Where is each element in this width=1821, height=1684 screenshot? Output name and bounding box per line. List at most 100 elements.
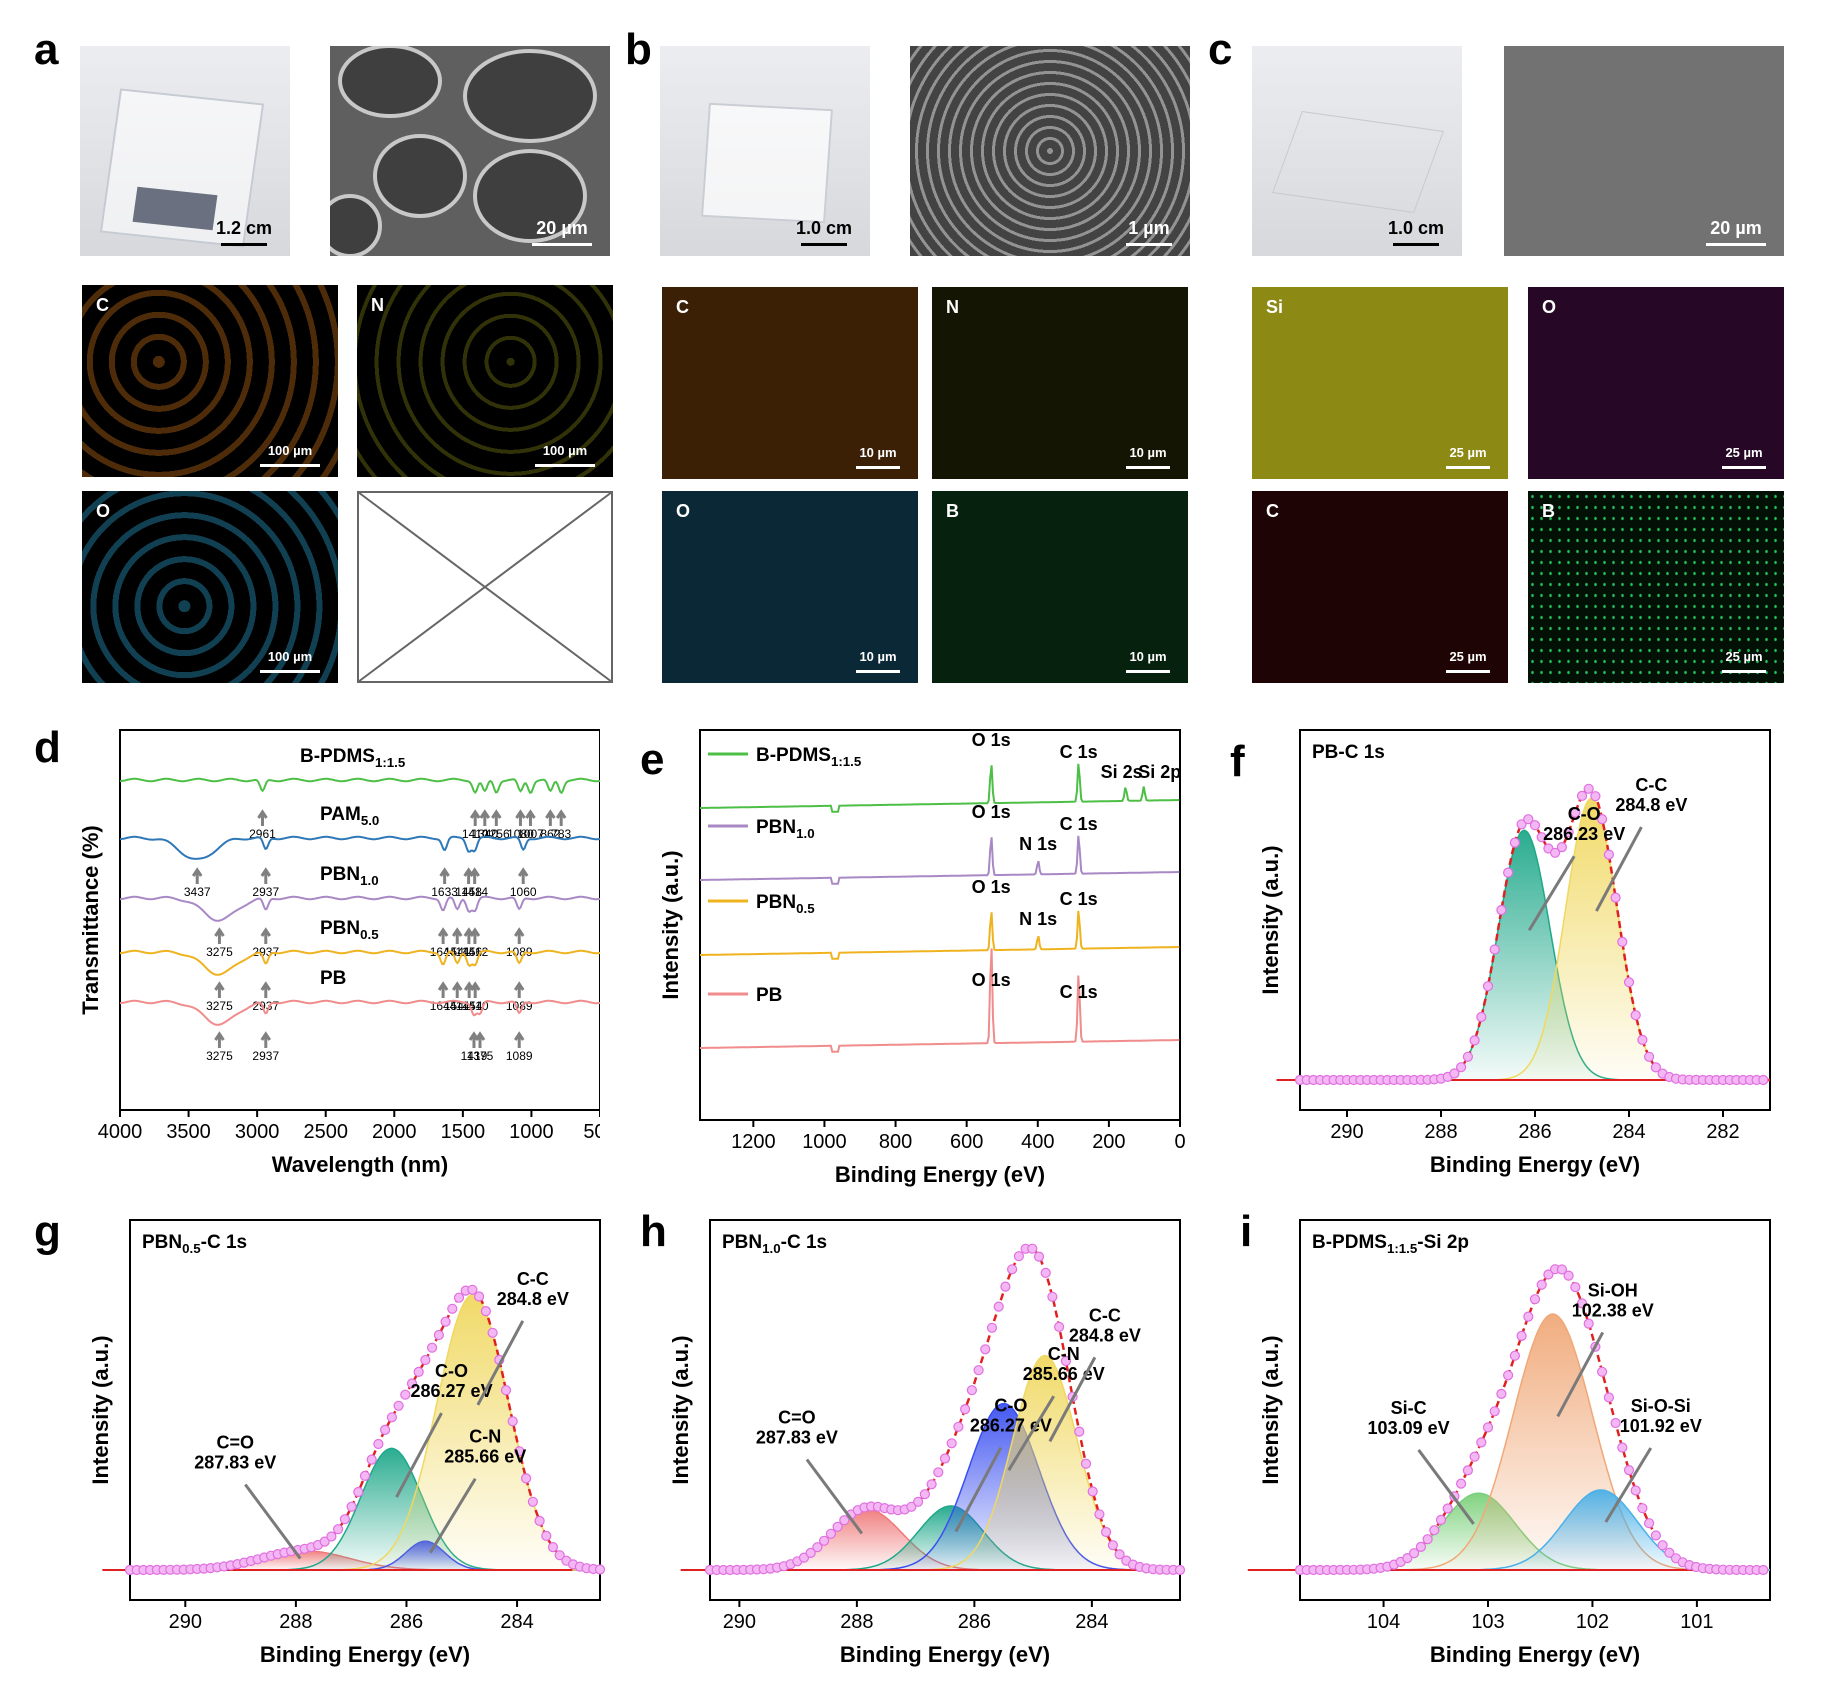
raw-data-point [1496,904,1507,916]
peak-name: Si-OH [1588,1280,1638,1300]
peak-name: C-N [1048,1344,1080,1364]
hydrogel-photo: 1.2 cm [80,46,290,256]
raw-data-point [406,1378,418,1389]
peak-arrow [260,981,272,998]
peak-arrow [469,867,480,884]
series-label: PB [756,985,782,1006]
peak-arrow [515,809,526,826]
empty-map-placeholder [357,491,613,683]
raw-data-point [1570,1281,1581,1293]
annotation-arrow [395,1412,443,1498]
raw-data-point [500,1385,512,1396]
annotation-arrow [1604,1447,1653,1523]
peak-arrow [451,927,463,944]
plot-frame [699,729,1181,1121]
x-tick-label: 800 [879,1131,912,1153]
xps-trace [700,835,1180,885]
y-axis-label: Intensity (a.u.) [1258,1335,1283,1484]
raw-data-point [1503,867,1514,878]
raw-data-point [440,1316,451,1327]
x-tick-label: 286 [958,1611,991,1633]
series-label: PBN1.0 [320,864,379,888]
x-tick-label: 2500 [303,1121,348,1143]
x-tick-label: 103 [1471,1611,1504,1633]
annotation-arrow [1007,1395,1056,1471]
raw-data-point [933,1467,944,1478]
raw-data-point [1617,1442,1628,1453]
raw-data-point [926,1479,937,1490]
raw-data-point [1482,981,1494,992]
raw-data-point [400,1389,411,1400]
raw-data-point [1013,1251,1024,1262]
peak-label: 1089 [506,1049,533,1063]
peak-arrow [214,927,225,944]
raw-data-point [447,1303,458,1314]
raw-data-point [339,1514,350,1525]
raw-data-point [1435,1514,1447,1525]
peak-name: C=O [778,1408,816,1428]
raw-data-point [547,1542,559,1553]
series-label: B-PDMS1:1.5 [756,745,862,769]
peak-label: 2937 [252,1049,279,1063]
raw-data-point [541,1530,552,1541]
x-tick-label: 102 [1576,1611,1609,1633]
raw-data-point [386,1412,397,1423]
x-tick-label: 286 [1518,1121,1551,1143]
peak-arrow [469,927,481,944]
raw-data-point [946,1438,957,1449]
plot-frame [119,729,600,1111]
raw-data-point [1080,1458,1092,1469]
x-tick-label: 400 [1021,1131,1054,1153]
peak-label: C 1s [1060,982,1098,1002]
peak-label: C 1s [1060,889,1098,909]
peak-label: 2937 [252,999,279,1013]
x-tick-label: 1500 [441,1121,486,1143]
peak-label: 3275 [206,999,233,1013]
peak-arrow [555,809,567,826]
peak-arrow [257,809,268,826]
raw-data-point [1462,1051,1473,1062]
x-tick-label: 284 [500,1611,533,1633]
panel-letter-i: i [1240,1207,1253,1256]
peak-name: C-O [1568,804,1601,824]
chart-title: PBN1.0-C 1s [722,1232,827,1256]
peak-name: C-C [1089,1305,1121,1325]
raw-data-point [480,1305,491,1317]
raw-data-point [1556,842,1567,853]
x-tick-label: 284 [1075,1611,1108,1633]
peak-label: 1375 [467,1049,494,1063]
x-tick-label: 4000 [98,1121,143,1143]
chart-title: PBN0.5-C 1s [142,1232,247,1256]
peak-name: Si-C [1391,1398,1427,1418]
peak-label: 2937 [252,945,279,959]
x-tick-label: 286 [390,1611,423,1633]
eds-map-b-n: N 10 µm [932,287,1188,479]
raw-data-point [594,1564,606,1575]
raw-data-point [527,1496,538,1507]
raw-data-point [913,1496,924,1507]
raw-data-point [1087,1486,1098,1497]
raw-data-point [453,1292,465,1303]
raw-data-point [507,1416,518,1427]
series-label: PBN1.0 [756,817,815,841]
eds-map-b-c: C 10 µm [662,287,918,479]
peak-arrow [439,867,450,884]
raw-data-point [366,1454,377,1465]
x-tick-label: 288 [1424,1121,1457,1143]
raw-data-point [1469,1451,1480,1462]
raw-data-point [333,1524,344,1535]
peak-energy: 287.83 eV [194,1452,276,1472]
raw-data-point [986,1322,998,1333]
peak-arrow [214,1031,225,1048]
peak-arrow [517,867,529,884]
raw-data-point [353,1486,364,1498]
x-axis-label: Binding Energy (eV) [835,1162,1045,1187]
raw-data-point [514,1446,525,1457]
raw-data-point [1476,1437,1487,1448]
raw-data-point [1556,1264,1567,1275]
x-tick-label: 104 [1367,1611,1400,1633]
raw-data-point [487,1327,498,1338]
raw-data-point [1040,1267,1051,1279]
raw-data-point [1476,1011,1487,1023]
series-label: PAM5.0 [320,804,379,828]
